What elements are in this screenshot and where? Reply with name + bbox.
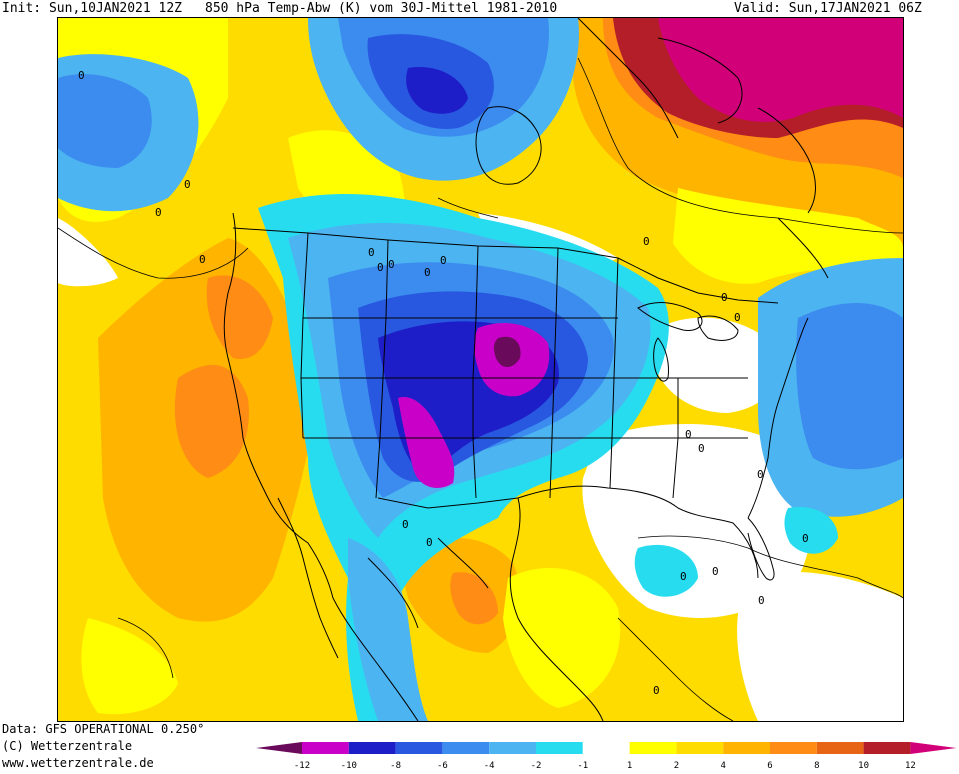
legend-tick-label: 12 <box>905 761 916 771</box>
legend-swatch <box>348 742 396 754</box>
contour-label: 0 <box>802 532 809 545</box>
legend-upper-arrow <box>910 742 957 754</box>
legend-swatch <box>723 742 770 754</box>
legend-swatch <box>395 742 443 754</box>
contour-label: 0 <box>440 254 447 267</box>
legend-tick-label: 4 <box>720 761 725 771</box>
legend-tick-label: -6 <box>437 761 448 771</box>
legend-tick-label: -8 <box>390 761 401 771</box>
contour-label: 0 <box>426 536 433 549</box>
legend-tick-label: -2 <box>531 761 542 771</box>
contour-label: 0 <box>698 442 705 455</box>
contour-label: 0 <box>643 235 650 248</box>
website-label: www.wetterzentrale.de <box>2 756 154 770</box>
legend-tick-label: 8 <box>814 761 819 771</box>
legend-swatch <box>442 742 490 754</box>
legend-tick-label: 10 <box>858 761 869 771</box>
zero-contour-lines <box>58 57 903 721</box>
color-scale-legend: -12 -10 -8 -6 -4 -2 -1 1 2 4 6 8 10 12 <box>256 742 957 771</box>
contour-label: 0 <box>424 266 431 279</box>
chart-title: 850 hPa Temp-Abw (K) vom 30J-Mittel 1981… <box>205 1 558 16</box>
cool-anomaly-fields <box>58 18 903 721</box>
contour-label: 0 <box>377 261 384 274</box>
legend-tick-label: -4 <box>484 761 495 771</box>
coastline-and-borders <box>223 18 829 721</box>
legend-swatch <box>536 742 583 754</box>
legend-swatch <box>863 742 911 754</box>
data-source-label: Data: GFS OPERATIONAL 0.250° <box>2 722 205 736</box>
chart-header: Init: Sun,10JAN2021 12Z 850 hPa Temp-Abw… <box>0 0 959 18</box>
warm-anomaly-fields <box>58 18 903 715</box>
contour-label: 0 <box>199 253 206 266</box>
contour-label: 0 <box>680 570 687 583</box>
contour-label: 0 <box>653 684 660 697</box>
contour-label: 0 <box>712 565 719 578</box>
contour-label: 0 <box>402 518 409 531</box>
legend-tick-label: 2 <box>674 761 679 771</box>
legend-tick-label: 6 <box>767 761 772 771</box>
legend-swatch <box>629 742 677 754</box>
legend-lower-arrow <box>256 742 302 754</box>
legend-tick-label: -10 <box>341 761 357 771</box>
legend-swatch <box>582 742 630 754</box>
legend-swatch <box>816 742 864 754</box>
valid-time: Valid: Sun,17JAN2021 06Z <box>734 1 922 16</box>
legend-swatch <box>770 742 817 754</box>
contour-label: 0 <box>368 246 375 259</box>
contour-label: 0 <box>721 291 728 304</box>
legend-tick-label: 1 <box>627 761 632 771</box>
legend-swatch <box>676 742 724 754</box>
legend-swatch <box>489 742 536 754</box>
contour-label: 0 <box>734 311 741 324</box>
init-time: Init: Sun,10JAN2021 12Z <box>2 1 183 16</box>
contour-label: 0 <box>155 206 162 219</box>
contour-label: 0 <box>184 178 191 191</box>
contour-label: 0 <box>757 468 764 481</box>
legend-swatch <box>302 742 349 754</box>
contour-label: 0 <box>685 428 692 441</box>
legend-tick-label: -1 <box>577 761 588 771</box>
copyright-label: (C) Wetterzentrale <box>2 739 133 753</box>
contour-label: 0 <box>388 258 395 271</box>
contour-label: 0 <box>758 594 765 607</box>
contour-label: 0 <box>78 69 85 82</box>
legend-tick-label: -12 <box>294 761 310 771</box>
